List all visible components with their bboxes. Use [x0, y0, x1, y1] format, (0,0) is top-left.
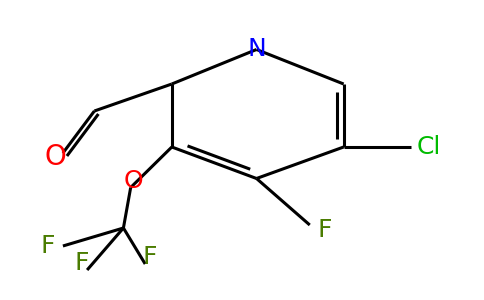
- Text: F: F: [75, 251, 90, 275]
- Text: O: O: [44, 143, 66, 171]
- Text: F: F: [143, 245, 157, 269]
- Text: Cl: Cl: [416, 135, 441, 159]
- Text: N: N: [247, 38, 266, 62]
- Text: F: F: [318, 218, 332, 242]
- Text: O: O: [124, 169, 143, 193]
- Text: F: F: [41, 234, 55, 258]
